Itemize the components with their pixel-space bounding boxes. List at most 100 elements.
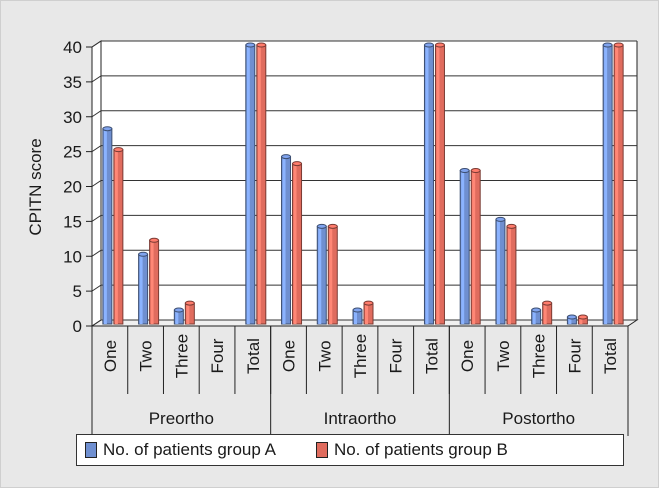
bar-top: [602, 42, 613, 48]
bar-highlight: [532, 310, 536, 324]
y-axis: 0 5 10 15 20 25 30 35 40: [63, 38, 93, 336]
y-tick-label: 10: [63, 247, 82, 266]
bar-highlight: [354, 310, 357, 324]
bar-top: [173, 307, 184, 313]
x-tick-label: Two: [137, 340, 156, 371]
bar-highlight: [507, 226, 511, 324]
bar-highlight: [496, 219, 500, 324]
x-tick-label: Four: [565, 338, 584, 373]
gridline: [91, 214, 637, 222]
x-tick-label: One: [458, 340, 477, 372]
legend-swatch-group-a: [85, 442, 97, 458]
legend-item-group-b: No. of patients group B: [315, 440, 508, 460]
bar-top: [470, 168, 481, 174]
y-tick-label: 0: [73, 317, 82, 336]
bar-top: [138, 251, 149, 257]
bar-highlight: [425, 45, 429, 324]
gridline: [91, 180, 637, 187]
gridline: [91, 145, 637, 153]
gridline: [91, 249, 637, 257]
bar-top: [613, 42, 624, 48]
bar-highlight: [615, 45, 619, 324]
x-group-label: Postortho: [502, 409, 575, 428]
bar-top: [423, 42, 434, 48]
bar-highlight: [579, 317, 583, 324]
y-tick-label: 20: [63, 178, 82, 197]
x-group-label: Intraortho: [324, 409, 397, 428]
bar-top: [102, 126, 113, 132]
bar-highlight: [246, 45, 250, 324]
y-tick-label: 30: [63, 108, 82, 127]
bar-top: [352, 307, 363, 313]
y-tick-label: 25: [63, 143, 82, 162]
bar-highlight: [472, 170, 476, 324]
bar-top: [363, 300, 374, 306]
x-tick-label: Total: [601, 338, 620, 374]
x-tick-label: Total: [244, 338, 263, 374]
bar-highlight: [318, 226, 322, 324]
y-tick-label: 40: [63, 38, 82, 57]
x-tick-label: One: [101, 340, 120, 372]
bar-highlight: [293, 163, 297, 324]
bar-top: [542, 300, 553, 306]
legend-swatch-group-b: [315, 442, 328, 458]
x-tick-label: Four: [387, 338, 406, 373]
bar-top: [531, 307, 542, 313]
x-tick-label: Three: [530, 334, 549, 378]
y-axis-label: CPITN score: [26, 138, 45, 235]
bar-top: [281, 154, 292, 160]
y-tick-label: 5: [73, 282, 82, 301]
legend-item-group-a: No. of patients group A: [85, 440, 276, 460]
bar-top: [566, 314, 577, 320]
bar-top: [577, 314, 588, 320]
bar-highlight: [282, 156, 286, 324]
gridlines: [91, 40, 637, 327]
gridline: [91, 110, 637, 118]
bar-top: [506, 223, 517, 229]
bar-top: [459, 168, 470, 174]
legend-label-group-a: No. of patients group A: [103, 440, 276, 459]
bar-highlight: [329, 226, 333, 324]
bars: [102, 42, 624, 325]
bar-highlight: [568, 317, 572, 324]
bar-highlight: [543, 303, 547, 324]
bar-top: [245, 42, 256, 48]
x-tick-label: Three: [351, 334, 370, 378]
bar-top: [327, 223, 338, 229]
x-tick-label: Total: [422, 338, 441, 374]
legend: No. of patients group A No. of patients …: [76, 434, 624, 466]
gridline: [91, 284, 637, 292]
plot-area: [90, 40, 639, 327]
bar-top: [149, 237, 160, 243]
legend-label-group-b: No. of patients group B: [333, 440, 508, 459]
bar-highlight: [461, 170, 465, 324]
y-tick-label: 35: [63, 73, 82, 92]
bar-top: [316, 223, 327, 229]
x-group-label: Preortho: [149, 409, 214, 428]
x-axis: One Two Three Four Total One Two Three Four Total…: [91, 325, 629, 436]
bar-highlight: [139, 254, 143, 324]
x-tick-label: Two: [494, 340, 513, 371]
gridline: [91, 40, 637, 48]
y-tick-label: 15: [63, 212, 82, 231]
x-tick-label: Two: [315, 340, 334, 371]
bar-highlight: [257, 45, 261, 324]
bar-highlight: [114, 149, 118, 324]
bar-highlight: [150, 240, 154, 324]
gridline: [91, 319, 637, 327]
gridline: [91, 75, 637, 83]
x-tick-label: Three: [172, 334, 191, 378]
bar-top: [113, 147, 124, 153]
bar-top: [292, 161, 303, 167]
bar-top: [256, 42, 267, 48]
bar-top: [434, 42, 445, 48]
x-tick-label: Four: [208, 338, 227, 373]
bar-highlight: [103, 128, 107, 324]
bar-highlight: [365, 303, 368, 324]
bar-highlight: [186, 303, 190, 324]
bar-highlight: [436, 45, 440, 324]
bar-top: [184, 300, 195, 306]
bar-highlight: [175, 310, 179, 324]
